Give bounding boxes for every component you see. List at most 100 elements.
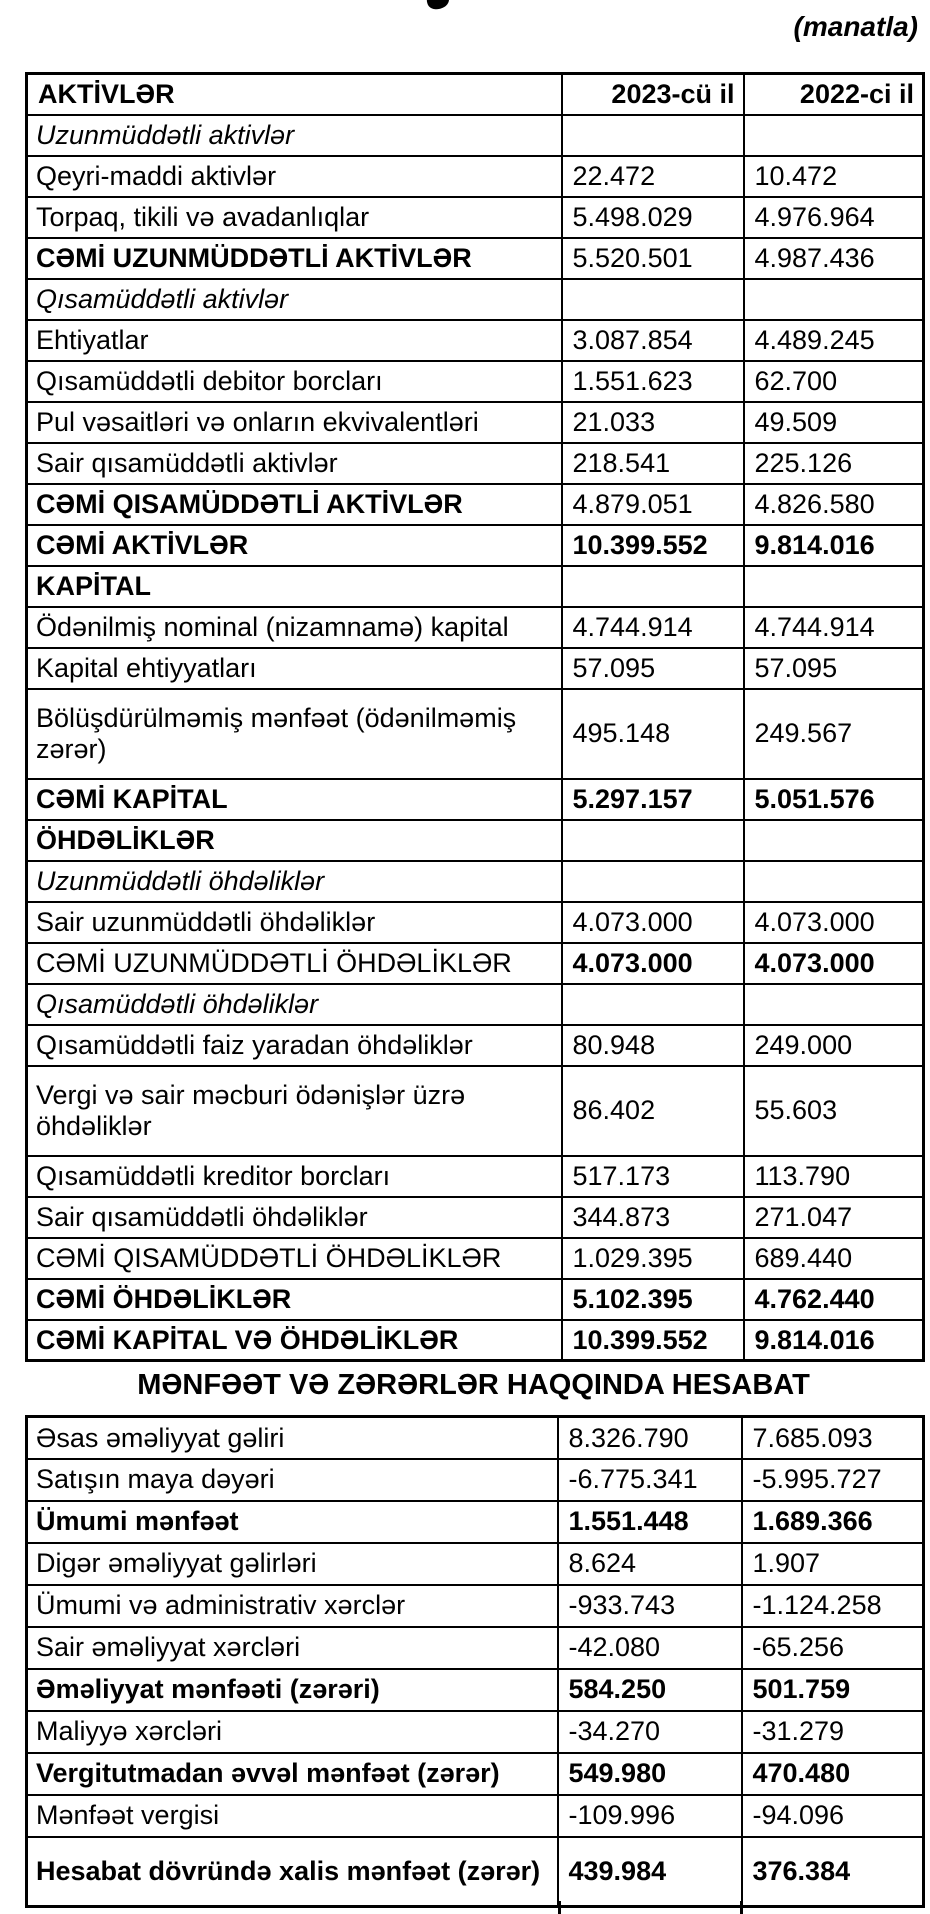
value-2022: -5.995.727 — [740, 1457, 925, 1502]
value-2022: 4.489.245 — [742, 318, 925, 362]
table-row: Torpaq, tikili və avadanlıqlar 5.498.029 4… — [25, 195, 925, 239]
row-label: Torpaq, tikili və avadanlıqlar — [25, 195, 563, 239]
value-2023: 1.551.623 — [560, 359, 745, 403]
value-2022: 4.826.580 — [742, 482, 925, 526]
row-label: Pul vəsaitləri və onların ekvivalentləri — [25, 400, 563, 444]
table-row: Sair qısamüddətli aktivlər 218.541 225.126 — [25, 441, 925, 485]
value-2023: 4.073.000 — [560, 941, 745, 985]
value-2022 — [742, 113, 925, 157]
income-statement-table: Əsas əməliyyat gəliri 8.326.790 7.685.093 S… — [25, 1415, 925, 1908]
row-label: CƏMİ KAPİTAL — [25, 777, 563, 821]
value-2022: 249.000 — [742, 1023, 925, 1067]
value-2023 — [560, 982, 745, 1026]
row-label: Maliyyə xərcləri — [25, 1709, 559, 1754]
value-2023: 495.148 — [560, 687, 745, 780]
value-2023: 5.297.157 — [560, 777, 745, 821]
value-2022: 5.051.576 — [742, 777, 925, 821]
table-row: Uzunmüddətli öhdəliklər — [25, 859, 925, 903]
income-statement-title: MƏNFƏƏT VƏ ZƏRƏRLƏR HAQQINDA HESABAT — [137, 1369, 810, 1401]
value-2023: 10.399.552 — [560, 523, 745, 567]
row-label: CƏMİ KAPİTAL VƏ ÖHDƏLİKLƏR — [25, 1318, 563, 1362]
value-2023: 8.326.790 — [556, 1415, 743, 1460]
value-2022: 4.744.914 — [742, 605, 925, 649]
value-2023: 4.073.000 — [560, 900, 745, 944]
table-row: Bölüşdürülməmiş mənfəət (ödənilməmiş zər… — [25, 687, 925, 780]
value-2022 — [742, 818, 925, 862]
table-row: Sair qısamüddətli öhdəliklər 344.873 271.0… — [25, 1195, 925, 1239]
value-2023: 5.498.029 — [560, 195, 745, 239]
column-divider-stub — [558, 1901, 561, 1914]
table-row: ÖHDƏLİKLƏR — [25, 818, 925, 862]
row-label: Ehtiyatlar — [25, 318, 563, 362]
table-row: Ümumi və administrativ xərclər -933.743 -1… — [25, 1583, 925, 1628]
value-2022: 113.790 — [742, 1154, 925, 1198]
row-label: CƏMİ UZUNMÜDDƏTLİ ÖHDƏLİKLƏR — [25, 941, 563, 985]
table-row: Sair əməliyyat xərcləri -42.080 -65.256 — [25, 1625, 925, 1670]
row-label: CƏMİ AKTİVLƏR — [25, 523, 563, 567]
value-2023: -6.775.341 — [556, 1457, 743, 1502]
value-2022: 4.073.000 — [742, 900, 925, 944]
balance-sheet-table: AKTİVLƏR 2023-cü il 2022-ci il Uzunmüddə… — [25, 72, 925, 1362]
table-row: Qısamüddətli kreditor borcları 517.173 113… — [25, 1154, 925, 1198]
table-row: Pul vəsaitləri və onların ekvivalentləri… — [25, 400, 925, 444]
value-2023: -34.270 — [556, 1709, 743, 1754]
row-label: Vergitutmadan əvvəl mənfəət (zərər) — [25, 1751, 559, 1796]
value-2022: 49.509 — [742, 400, 925, 444]
value-2022: 249.567 — [742, 687, 925, 780]
column-header-assets: AKTİVLƏR — [25, 72, 563, 116]
value-2023: -109.996 — [556, 1793, 743, 1838]
value-2023: 517.173 — [560, 1154, 745, 1198]
table-row: Hesabat dövründə xalis mənfəət (zərər) 43… — [25, 1835, 925, 1908]
value-2023: 4.744.914 — [560, 605, 745, 649]
value-2023: 22.472 — [560, 154, 745, 198]
value-2023: 1.551.448 — [556, 1499, 743, 1544]
value-2022: 55.603 — [742, 1064, 925, 1157]
value-2022: 501.759 — [740, 1667, 925, 1712]
value-2023: 8.624 — [556, 1541, 743, 1586]
value-2023: 549.980 — [556, 1751, 743, 1796]
row-label: Sair uzunmüddətli öhdəliklər — [25, 900, 563, 944]
row-label: Ümumi mənfəət — [25, 1499, 559, 1544]
value-2023: 3.087.854 — [560, 318, 745, 362]
table-row: CƏMİ QISAMÜDDƏTLİ ÖHDƏLİKLƏR 1.029.395 689… — [25, 1236, 925, 1280]
value-2023: 10.399.552 — [560, 1318, 745, 1362]
row-label: Qeyri-maddi aktivlər — [25, 154, 563, 198]
value-2023: 344.873 — [560, 1195, 745, 1239]
table-row: KAPİTAL — [25, 564, 925, 608]
table-row: Əsas əməliyyat gəliri 8.326.790 7.685.093 — [25, 1415, 925, 1460]
row-label: Uzunmüddətli aktivlər — [25, 113, 563, 157]
row-label: CƏMİ UZUNMÜDDƏTLİ AKTİVLƏR — [25, 236, 563, 280]
value-2022: 376.384 — [740, 1835, 925, 1908]
table-row: Digər əməliyyat gəlirləri 8.624 1.907 — [25, 1541, 925, 1586]
table-row: Sair uzunmüddətli öhdəliklər 4.073.000 4.0… — [25, 900, 925, 944]
table-row: Kapital ehtiyyatları 57.095 57.095 — [25, 646, 925, 690]
value-2023: 5.520.501 — [560, 236, 745, 280]
row-label: CƏMİ QISAMÜDDƏTLİ AKTİVLƏR — [25, 482, 563, 526]
row-label: CƏMİ ÖHDƏLİKLƏR — [25, 1277, 563, 1321]
value-2023 — [560, 818, 745, 862]
table-row: CƏMİ KAPİTAL 5.297.157 5.051.576 — [25, 777, 925, 821]
value-2023: 86.402 — [560, 1064, 745, 1157]
value-2022 — [742, 859, 925, 903]
row-label: ÖHDƏLİKLƏR — [25, 818, 563, 862]
value-2022: -31.279 — [740, 1709, 925, 1754]
value-2022: 689.440 — [742, 1236, 925, 1280]
table-row: CƏMİ QISAMÜDDƏTLİ AKTİVLƏR 4.879.051 4.826… — [25, 482, 925, 526]
table-row: Qısamüddətli aktivlər — [25, 277, 925, 321]
table-row: CƏMİ UZUNMÜDDƏTLİ ÖHDƏLİKLƏR 4.073.000 4.0… — [25, 941, 925, 985]
value-2022 — [742, 277, 925, 321]
row-label: Qısamüddətli aktivlər — [25, 277, 563, 321]
table-row: Maliyyə xərcləri -34.270 -31.279 — [25, 1709, 925, 1754]
table-row: Vergitutmadan əvvəl mənfəət (zərər) 549.9… — [25, 1751, 925, 1796]
row-label: Vergi və sair məcburi ödənişlər üzrə öhd… — [25, 1064, 563, 1157]
row-label: Digər əməliyyat gəlirləri — [25, 1541, 559, 1586]
table-row: Satışın maya dəyəri -6.775.341 -5.995.727 — [25, 1457, 925, 1502]
value-2023: 1.029.395 — [560, 1236, 745, 1280]
table-row: Qısamüddətli debitor borcları 1.551.623 62… — [25, 359, 925, 403]
row-label: Əsas əməliyyat gəliri — [25, 1415, 559, 1460]
value-2022: 9.814.016 — [742, 523, 925, 567]
table-row: Qeyri-maddi aktivlər 22.472 10.472 — [25, 154, 925, 198]
row-label: Sair qısamüddətli öhdəliklər — [25, 1195, 563, 1239]
row-label: Qısamüddətli debitor borcları — [25, 359, 563, 403]
value-2023: 5.102.395 — [560, 1277, 745, 1321]
